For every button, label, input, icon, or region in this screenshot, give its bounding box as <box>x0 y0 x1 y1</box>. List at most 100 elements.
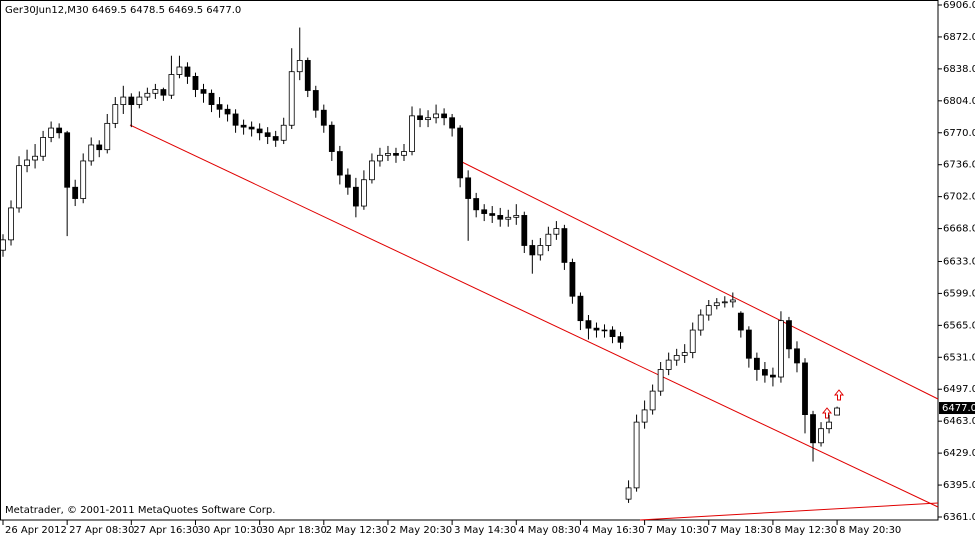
y-tick-label: 6906.0 <box>943 0 975 11</box>
current-price-label: 6477.0 <box>942 403 975 414</box>
x-tick-label: 8 May 12:30 <box>775 525 837 536</box>
candle-body <box>393 153 399 156</box>
trend-line <box>639 502 939 521</box>
candle-body <box>344 174 351 188</box>
candle-body <box>433 113 439 119</box>
candle-body <box>441 113 448 119</box>
candle-body <box>216 104 223 110</box>
candle-body <box>352 186 359 207</box>
y-tick-label: 6565.0 <box>943 320 975 331</box>
candle-body <box>16 165 22 209</box>
candle-body <box>673 355 680 361</box>
candle-body <box>120 96 127 105</box>
y-tick-label: 6531.0 <box>943 352 975 363</box>
y-tick-label: 6804.0 <box>943 96 975 107</box>
candle-body <box>705 305 712 316</box>
candle-body <box>745 329 752 359</box>
candle-body <box>721 301 728 304</box>
candle-body <box>88 144 95 162</box>
candle-body <box>128 96 135 105</box>
candle-body <box>136 96 143 105</box>
y-tick-label: 6497.0 <box>943 384 975 395</box>
candle-body <box>593 327 600 331</box>
footer: Metatrader, © 2001-2011 MetaQuotes Softw… <box>5 505 275 516</box>
x-tick-label: 7 May 10:30 <box>647 525 709 536</box>
chart-title: Ger30Jun12,M30 6469.5 6478.5 6469.5 6477… <box>5 5 241 16</box>
candle-body <box>40 137 46 157</box>
candle-body <box>377 154 383 162</box>
x-tick-label: 4 May 16:30 <box>582 525 644 536</box>
arrow-icon <box>821 407 833 419</box>
candle-body <box>465 177 472 199</box>
candle-body <box>617 336 624 343</box>
candle-body <box>312 90 319 111</box>
candle-body <box>425 117 431 121</box>
candle-body <box>481 209 488 214</box>
candle-body <box>248 126 255 130</box>
x-tick-label: 4 May 08:30 <box>518 525 580 536</box>
y-tick-label: 6599.0 <box>943 288 975 299</box>
candle-body <box>24 159 30 167</box>
candle-body <box>409 115 415 152</box>
candle-body <box>497 215 504 220</box>
candle-body <box>521 215 528 246</box>
candle-body <box>753 357 760 370</box>
candle-body <box>112 104 119 124</box>
candle-body <box>681 352 688 356</box>
candle-body <box>224 108 231 115</box>
candle-body <box>794 348 800 364</box>
candle-body <box>826 421 832 430</box>
candle-body <box>80 160 87 199</box>
candle-body <box>609 329 616 338</box>
candle-body <box>184 66 191 77</box>
y-tick-label: 6736.0 <box>943 160 975 171</box>
candle-body <box>810 414 816 444</box>
candle-body <box>96 144 103 151</box>
y-tick-label: 6429.0 <box>943 448 975 459</box>
y-tick-label: 6770.0 <box>943 128 975 139</box>
candle-body <box>304 60 311 91</box>
candle-body <box>176 66 183 75</box>
candle-body <box>48 127 55 138</box>
candle-body <box>818 428 824 444</box>
candle-body <box>240 124 247 128</box>
candle-body <box>328 124 335 152</box>
y-tick-label: 6463.0 <box>943 416 975 427</box>
x-tick-label: 30 Apr 10:30 <box>197 525 262 536</box>
candle-body <box>0 239 6 251</box>
candle-body <box>296 60 303 73</box>
candle-body <box>513 215 520 218</box>
candle-body <box>778 320 784 378</box>
candle-body <box>336 151 343 176</box>
candle-body <box>537 245 544 256</box>
candle-body <box>529 245 536 256</box>
candle-body <box>200 89 207 94</box>
candle-body <box>545 233 552 246</box>
candle-body <box>280 124 287 141</box>
candle-body <box>553 228 560 235</box>
y-tick-label: 6361.0 <box>943 512 975 523</box>
x-tick-label: 27 Apr 08:30 <box>69 525 134 536</box>
y-tick-label: 6633.0 <box>943 256 975 267</box>
candle-body <box>320 109 327 126</box>
candle-body <box>192 75 199 90</box>
candle-body <box>168 74 175 96</box>
candle-body <box>601 329 608 332</box>
candle-body <box>32 155 38 161</box>
candle-body <box>505 216 512 220</box>
x-tick-label: 26 Apr 2012 <box>5 525 67 536</box>
candle-body <box>649 390 656 411</box>
candle-body <box>208 92 215 105</box>
candle-body <box>802 362 808 415</box>
candle-body <box>585 320 592 329</box>
candle-body <box>72 186 79 199</box>
candle-body <box>473 198 480 211</box>
candle-body <box>401 151 407 156</box>
candle-body <box>232 113 239 126</box>
candle-body <box>762 369 768 376</box>
candle-body <box>577 295 584 322</box>
trend-lines <box>129 124 939 521</box>
candle-body <box>64 132 71 188</box>
candle-body <box>697 314 704 331</box>
